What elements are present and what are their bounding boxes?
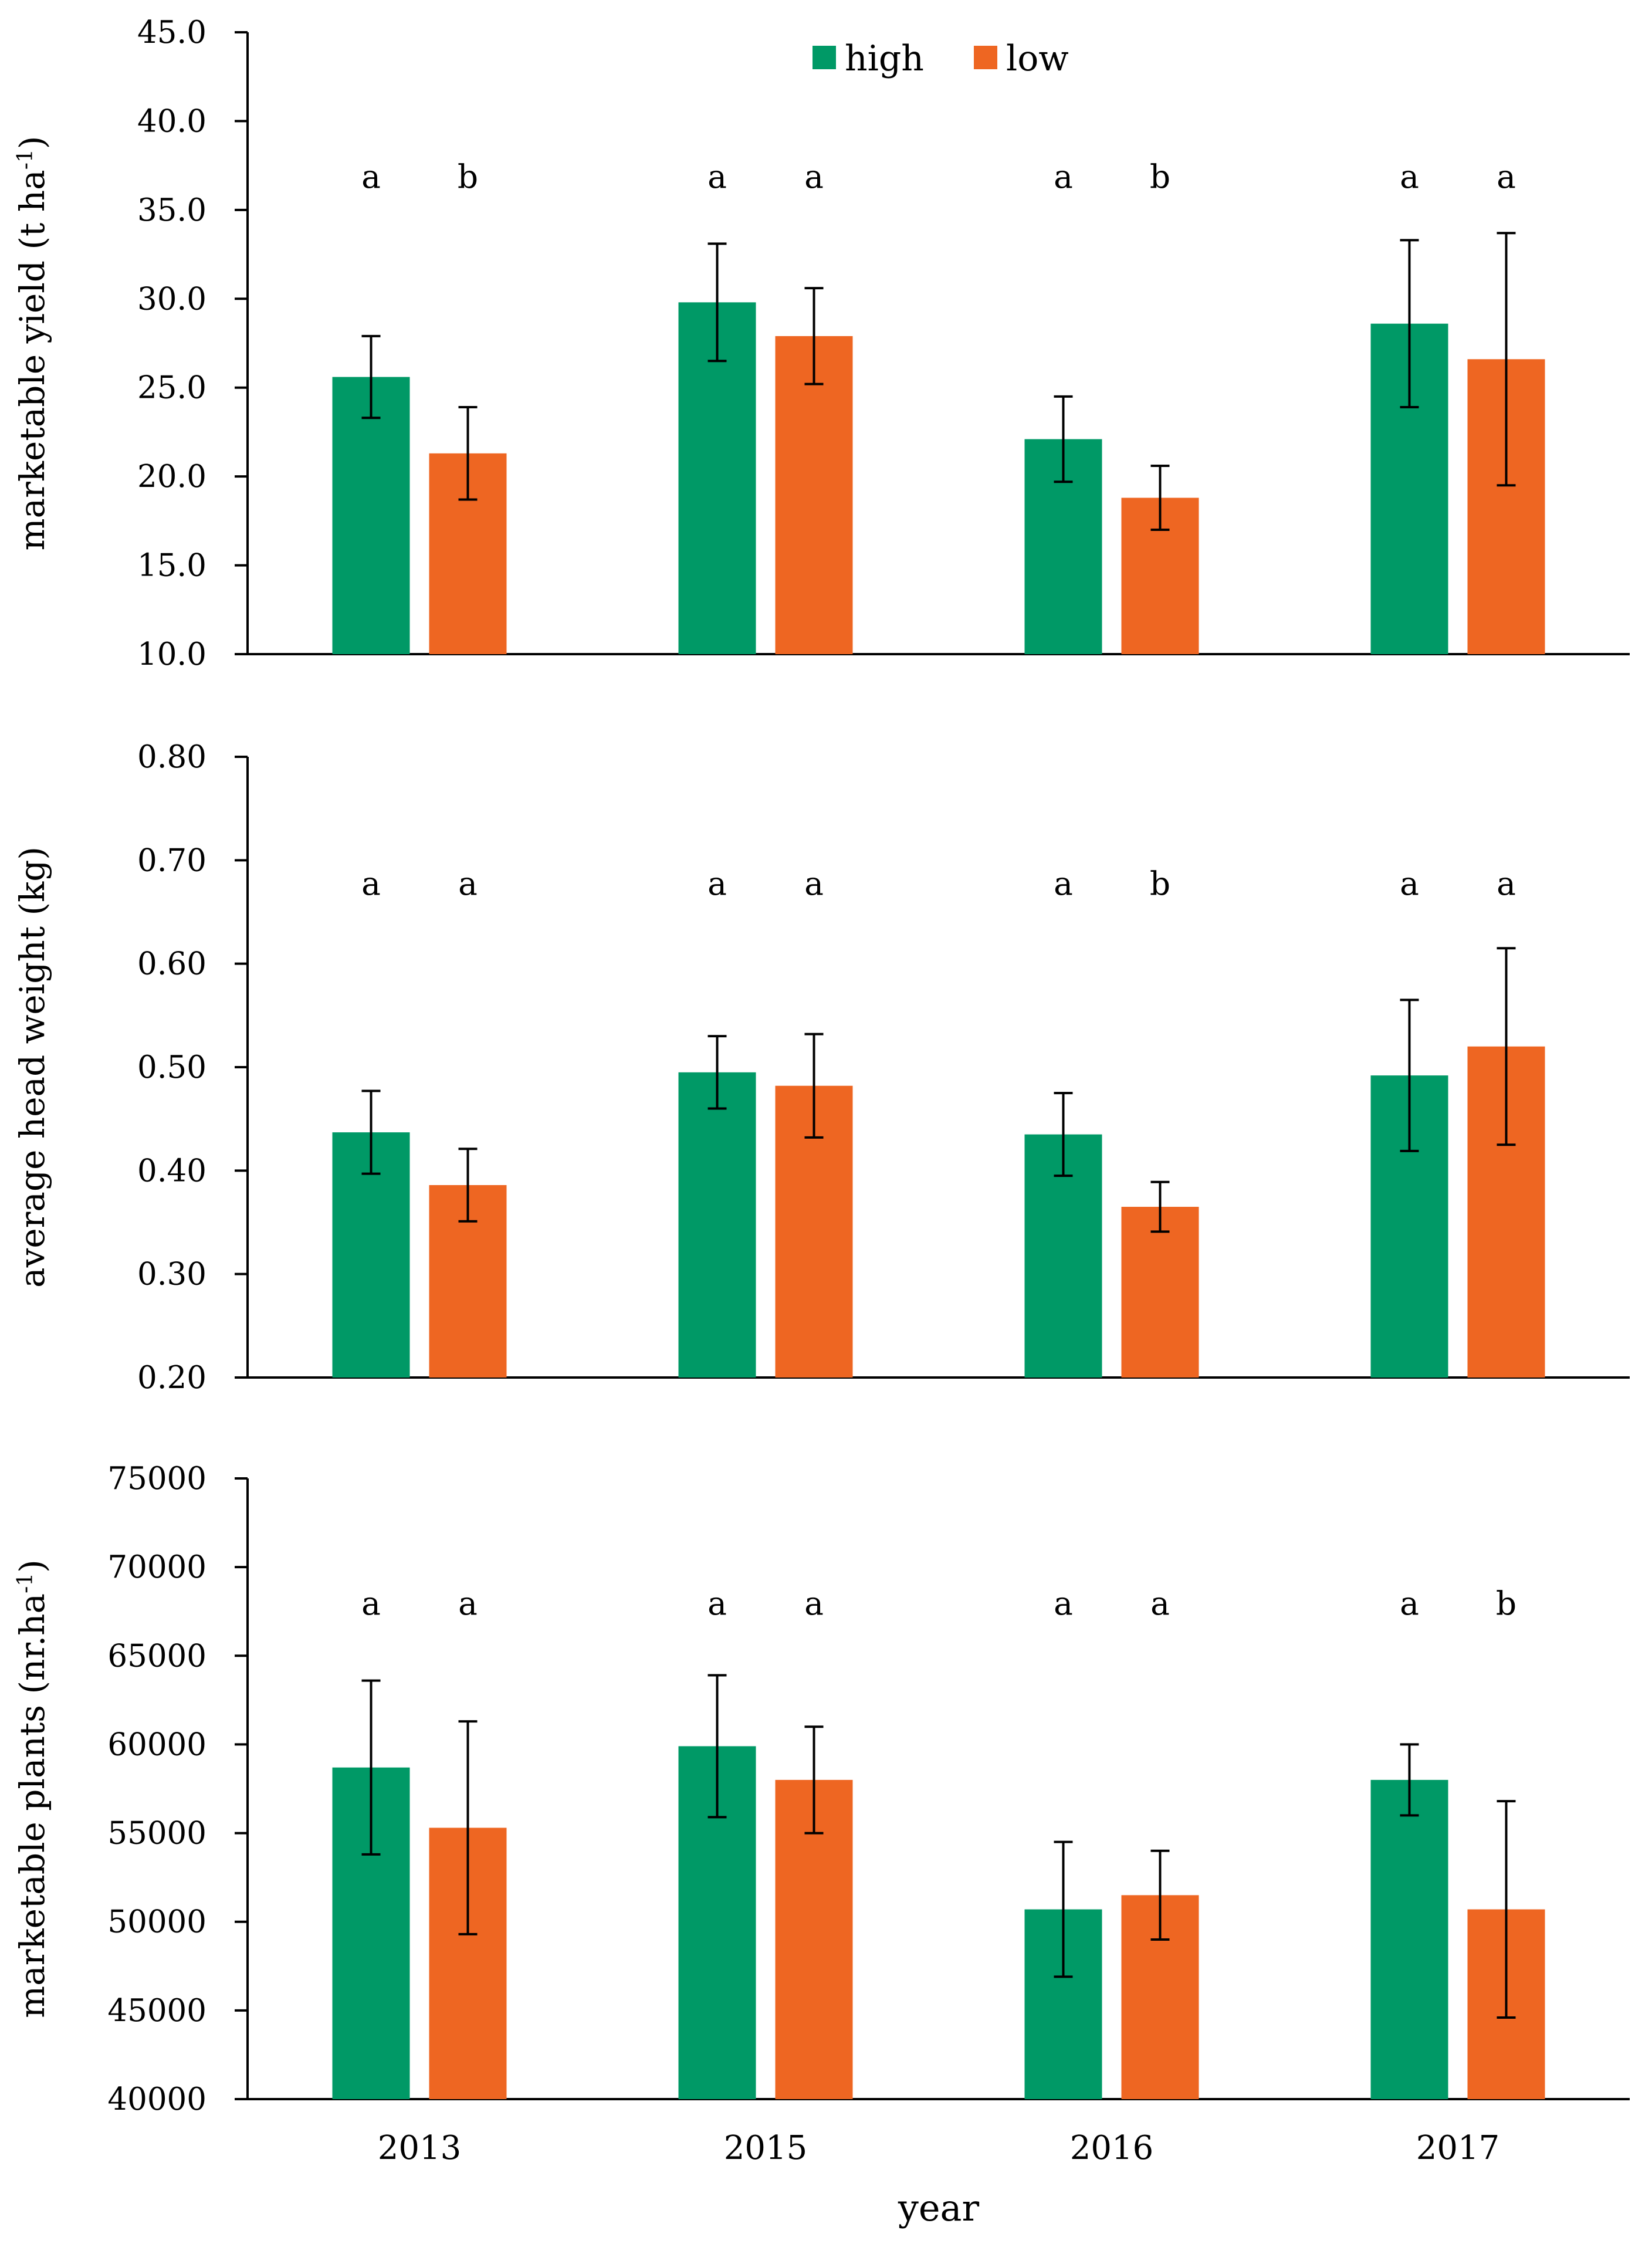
significance-letter: a bbox=[804, 158, 824, 195]
y-tick-label: 0.20 bbox=[137, 1360, 206, 1396]
y-tick-label: 70000 bbox=[107, 1549, 206, 1585]
chart-panel: 40000 45000 50000 55000 60000 65000 70000 75000… bbox=[12, 1461, 1630, 2117]
significance-letter: a bbox=[458, 865, 478, 902]
x-tick-label: 2015 bbox=[724, 2129, 808, 2167]
y-tick-label: 35.0 bbox=[137, 192, 206, 228]
y-tick-label: 15.0 bbox=[137, 548, 206, 584]
y-tick-label: 0.70 bbox=[137, 842, 206, 878]
chart-panel: 10.0 15.0 20.0 25.0 30.0 35.0 40.0 45.0 marketab… bbox=[12, 15, 1630, 672]
y-tick-label: 50000 bbox=[107, 1904, 206, 1940]
significance-letter: a bbox=[458, 1585, 478, 1622]
legend-label-high: high bbox=[845, 38, 924, 79]
bar-high bbox=[1370, 1779, 1448, 2099]
significance-letter: b bbox=[1150, 865, 1170, 902]
y-tick-label: 0.80 bbox=[137, 739, 206, 775]
legend: high low bbox=[813, 38, 1069, 79]
x-tick-label: 2013 bbox=[378, 2129, 462, 2167]
y-tick-label: 0.30 bbox=[137, 1257, 206, 1292]
legend-swatch-low bbox=[974, 46, 997, 69]
chart-panels: 10.0 15.0 20.0 25.0 30.0 35.0 40.0 45.0 marketab… bbox=[12, 15, 1630, 2117]
y-tick-label: 45.0 bbox=[137, 15, 206, 50]
y-tick-label: 40.0 bbox=[137, 103, 206, 139]
y-tick-label: 25.0 bbox=[137, 370, 206, 406]
y-tick-label: 45000 bbox=[107, 1993, 206, 2029]
significance-letter: b bbox=[458, 158, 478, 195]
y-tick-label: 20.0 bbox=[137, 459, 206, 495]
y-tick-label: 30.0 bbox=[137, 281, 206, 317]
legend-label-low: low bbox=[1006, 38, 1069, 79]
significance-letter: a bbox=[361, 158, 381, 195]
bar-high bbox=[678, 1072, 756, 1378]
y-axis-label: marketable plants (nr.ha-1) bbox=[12, 1559, 52, 2018]
x-tick-label: 2016 bbox=[1070, 2129, 1154, 2167]
y-tick-label: 0.60 bbox=[137, 946, 206, 982]
significance-letter: a bbox=[1054, 865, 1073, 902]
chart-panel: 0.20 0.30 0.40 0.50 0.60 0.70 0.80 average head… bbox=[12, 739, 1630, 1396]
significance-letter: b bbox=[1496, 1585, 1516, 1622]
y-tick-label: 55000 bbox=[107, 1816, 206, 1852]
bar-high bbox=[332, 377, 410, 654]
x-tick-labels: 2013 2015 2016 2017 bbox=[378, 2129, 1500, 2167]
y-axis-label: marketable yield (t ha-1) bbox=[12, 136, 52, 551]
y-axis-label: average head weight (kg) bbox=[12, 847, 52, 1288]
y-tick-label: 10.0 bbox=[137, 637, 206, 672]
significance-letter: a bbox=[1400, 1585, 1419, 1622]
y-tick-label: 75000 bbox=[107, 1461, 206, 1497]
significance-letter: a bbox=[1054, 158, 1073, 195]
significance-letter: b bbox=[1150, 158, 1170, 195]
x-tick-label: 2017 bbox=[1416, 2129, 1500, 2167]
y-tick-label: 65000 bbox=[107, 1638, 206, 1674]
y-tick-label: 0.50 bbox=[137, 1050, 206, 1085]
significance-letter: a bbox=[1400, 865, 1419, 902]
significance-letter: a bbox=[707, 158, 727, 195]
significance-letter: a bbox=[707, 1585, 727, 1622]
significance-letter: a bbox=[1497, 865, 1516, 902]
significance-letter: a bbox=[1054, 1585, 1073, 1622]
significance-letter: a bbox=[707, 865, 727, 902]
x-axis-label: year bbox=[898, 2187, 980, 2229]
significance-letter: a bbox=[1150, 1585, 1170, 1622]
y-tick-label: 40000 bbox=[107, 2082, 206, 2117]
bar-low bbox=[775, 336, 853, 654]
significance-letter: a bbox=[361, 865, 381, 902]
y-tick-label: 0.40 bbox=[137, 1153, 206, 1189]
legend-swatch-high bbox=[813, 46, 836, 69]
significance-letter: a bbox=[1497, 158, 1516, 195]
significance-letter: a bbox=[361, 1585, 381, 1622]
significance-letter: a bbox=[1400, 158, 1419, 195]
significance-letter: a bbox=[804, 1585, 824, 1622]
y-tick-label: 60000 bbox=[107, 1727, 206, 1762]
bar-low bbox=[1121, 1207, 1199, 1378]
significance-letter: a bbox=[804, 865, 824, 902]
